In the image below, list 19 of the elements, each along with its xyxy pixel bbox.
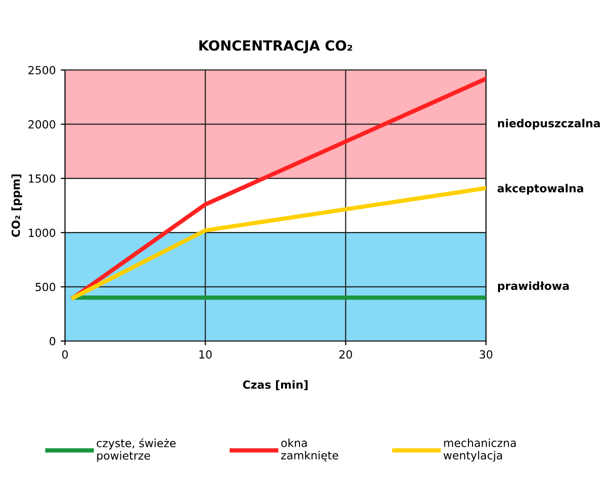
band-label: prawidłowa <box>498 281 569 292</box>
legend-label: czyste, świeże powietrze <box>96 438 176 462</box>
x-tick-label: 20 <box>339 350 352 359</box>
y-axis-title: CO₂ [ppm] <box>11 174 22 237</box>
annotation: akceptowalna <box>498 184 584 195</box>
y-tick-label: 500 <box>36 282 56 292</box>
y-tick-label: 2500 <box>28 66 56 74</box>
x-axis-title: Czas [min] <box>243 380 308 390</box>
legend-label: mechaniczna wentylacja <box>444 438 516 462</box>
x-tick-label: 30 <box>480 350 492 359</box>
chart-title: KONCENTRACJA CO₂ <box>199 40 352 54</box>
band-label: niedopuszczalna <box>498 118 600 130</box>
x-tick-label: 0 <box>62 350 68 359</box>
y-tick-label: 0 <box>50 336 56 346</box>
x-tick-label: 10 <box>199 350 212 359</box>
legend-label: okna zamknięte <box>281 438 338 462</box>
y-tick-label: 2000 <box>28 120 56 129</box>
y-tick-label: 1000 <box>28 228 56 237</box>
y-tick-label: 1500 <box>28 174 56 183</box>
